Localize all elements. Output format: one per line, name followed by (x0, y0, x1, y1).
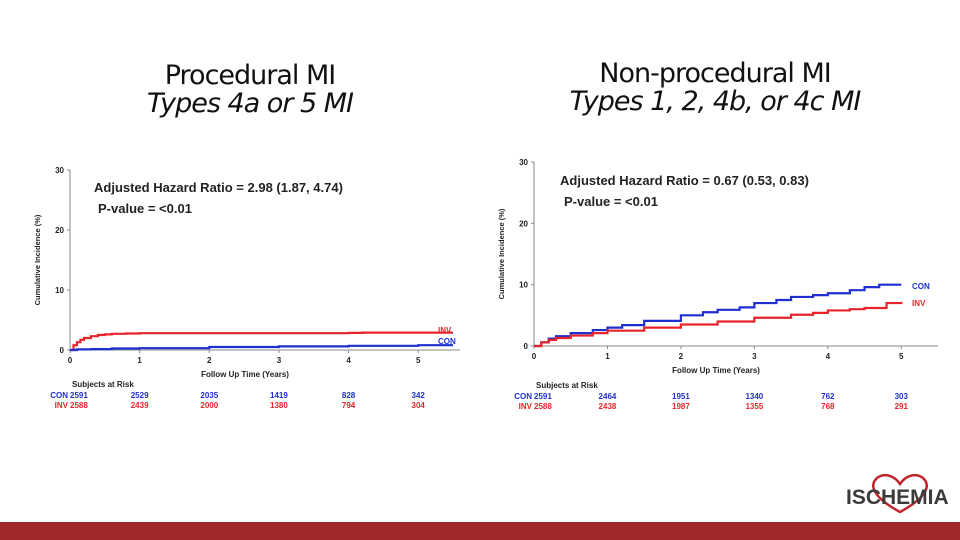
annotation-line: P-value = <0.01 (98, 201, 192, 216)
risk-value: 342 (412, 391, 426, 400)
x-tick-label: 1 (137, 356, 142, 365)
ischemia-logo: ISCHEMIA (838, 472, 958, 522)
annotation-line: Adjusted Hazard Ratio = 0.67 (0.53, 0.83… (560, 173, 809, 188)
x-tick-label: 4 (826, 352, 831, 361)
y-tick-label: 30 (55, 166, 64, 175)
series-line-con (70, 344, 454, 352)
y-tick-label: 0 (524, 342, 529, 351)
risk-value: 2591 (70, 391, 88, 400)
annotation-line: P-value = <0.01 (564, 194, 658, 209)
x-tick-label: 2 (679, 352, 684, 361)
y-tick-label: 30 (519, 158, 528, 167)
risk-value: 1355 (745, 402, 763, 411)
annotation-line: Adjusted Hazard Ratio = 2.98 (1.87, 4.74… (94, 180, 343, 195)
risk-value: 304 (412, 401, 426, 410)
x-tick-label: 5 (416, 356, 421, 365)
y-tick-label: 20 (519, 219, 528, 228)
risk-value: 794 (342, 401, 356, 410)
risk-value: 1380 (270, 401, 288, 410)
risk-value: 291 (895, 402, 909, 411)
heading-title: Non-procedural MI (599, 58, 831, 89)
series-label-con: CON (438, 337, 456, 346)
risk-value: 768 (821, 402, 835, 411)
x-tick-label: 3 (752, 352, 757, 361)
risk-value: 303 (895, 392, 909, 401)
x-tick-label: 0 (68, 356, 73, 365)
y-tick-label: 10 (519, 281, 528, 290)
y-axis-label: Cumulative Incidence (%) (33, 214, 42, 305)
risk-row-label: CON (50, 391, 68, 400)
risk-value: 1419 (270, 391, 288, 400)
risk-row-label: INV (519, 402, 533, 411)
risk-value: 2464 (599, 392, 617, 401)
heading-subtitle: Types 4a or 5 MI (146, 88, 354, 119)
risk-value: 2588 (534, 402, 552, 411)
x-tick-label: 5 (899, 352, 904, 361)
y-tick-label: 0 (60, 346, 65, 355)
heart-icon (872, 473, 928, 514)
risk-value: 1340 (745, 392, 763, 401)
risk-table-title: Subjects at Risk (536, 381, 598, 390)
risk-value: 1987 (672, 402, 690, 411)
risk-value: 1951 (672, 392, 690, 401)
x-tick-label: 4 (346, 356, 351, 365)
chart-non-procedural-mi: 0 10 20 30 0 1 2 3 4 5 Follow Up Time (Years) Cumul… (497, 158, 938, 411)
risk-value: 2588 (70, 401, 88, 410)
y-axis-label: Cumulative Incidence (%) (497, 208, 506, 299)
y-tick-label: 10 (55, 286, 64, 295)
series-label-inv: INV (438, 326, 452, 335)
risk-value: 2439 (131, 401, 149, 410)
risk-value: 2035 (200, 391, 218, 400)
heading-subtitle: Types 1, 2, 4b, or 4c MI (569, 86, 862, 117)
heading-procedural: Procedural MI Types 4a or 5 MI (100, 60, 400, 119)
series-label-con: CON (912, 282, 930, 291)
heading-title: Procedural MI (164, 60, 337, 91)
risk-value: 2591 (534, 392, 552, 401)
series-label-inv: INV (912, 299, 926, 308)
risk-row-label: CON (514, 392, 532, 401)
risk-value: 2529 (131, 391, 149, 400)
risk-table-title: Subjects at Risk (72, 380, 134, 389)
x-tick-label: 2 (207, 356, 212, 365)
x-axis-label: Follow Up Time (Years) (672, 366, 760, 375)
risk-value: 2000 (200, 401, 218, 410)
risk-value: 762 (821, 392, 835, 401)
y-tick-label: 20 (55, 226, 64, 235)
x-tick-label: 0 (532, 352, 537, 361)
chart-procedural-mi: 0 10 20 30 0 1 2 3 4 5 Follow Up Time (Years) Cumul… (33, 166, 460, 410)
x-tick-label: 3 (277, 356, 282, 365)
bottom-bar (0, 522, 960, 540)
x-tick-label: 1 (605, 352, 610, 361)
logo-text: ISCHEMIA (846, 486, 949, 509)
series-line-inv (534, 301, 903, 348)
series-line-con (534, 283, 902, 348)
risk-value: 2438 (599, 402, 617, 411)
heading-non-procedural: Non-procedural MI Types 1, 2, 4b, or 4c … (530, 58, 900, 117)
risk-row-label: INV (55, 401, 69, 410)
x-axis-label: Follow Up Time (Years) (201, 370, 289, 379)
risk-value: 828 (342, 391, 356, 400)
series-line-inv (70, 331, 454, 352)
